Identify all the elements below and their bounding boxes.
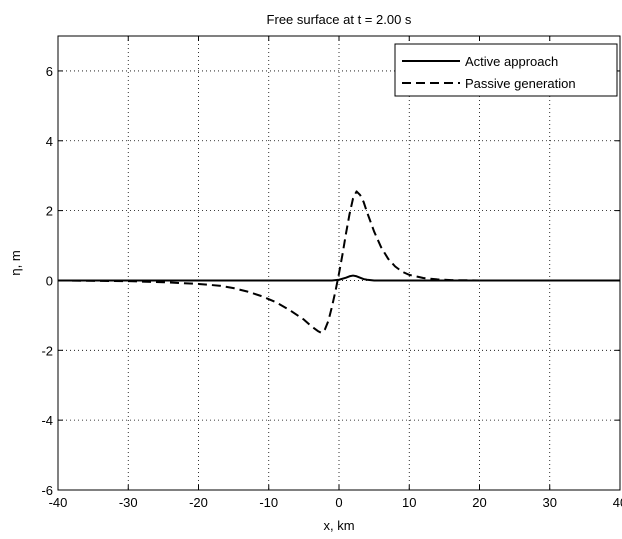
x-tick-label: -40 [49, 495, 68, 510]
y-axis-label: η, m [8, 250, 23, 275]
legend-label-active: Active approach [465, 54, 558, 69]
series-layer [57, 190, 620, 334]
chart-title: Free surface at t = 2.00 s [267, 12, 412, 27]
y-tick-label: 2 [46, 204, 53, 219]
y-tick-label: 4 [46, 134, 53, 149]
y-tick-label: -4 [41, 413, 53, 428]
x-tick-label: -10 [259, 495, 278, 510]
x-axis-label: x, km [323, 518, 354, 533]
x-tick-label: 0 [335, 495, 342, 510]
legend-box [394, 43, 618, 97]
y-tick-label: -6 [41, 483, 53, 498]
series-line-active-approach [58, 274, 620, 282]
x-tick-label: 20 [472, 495, 486, 510]
x-tick-label: -20 [189, 495, 208, 510]
y-tick-label: 6 [46, 64, 53, 79]
series-line-passive-generation [57, 190, 620, 334]
legend-label-passive: Passive generation [465, 76, 576, 91]
x-tick-label: -30 [119, 495, 138, 510]
y-tick-label: -2 [41, 343, 53, 358]
plot-area [58, 36, 620, 490]
legend: Active approach Passive generation [394, 43, 618, 97]
x-tick-label: 10 [402, 495, 416, 510]
x-tick-label: 30 [543, 495, 557, 510]
x-tick-label: 40 [613, 495, 622, 510]
y-tick-label: 0 [46, 273, 53, 288]
